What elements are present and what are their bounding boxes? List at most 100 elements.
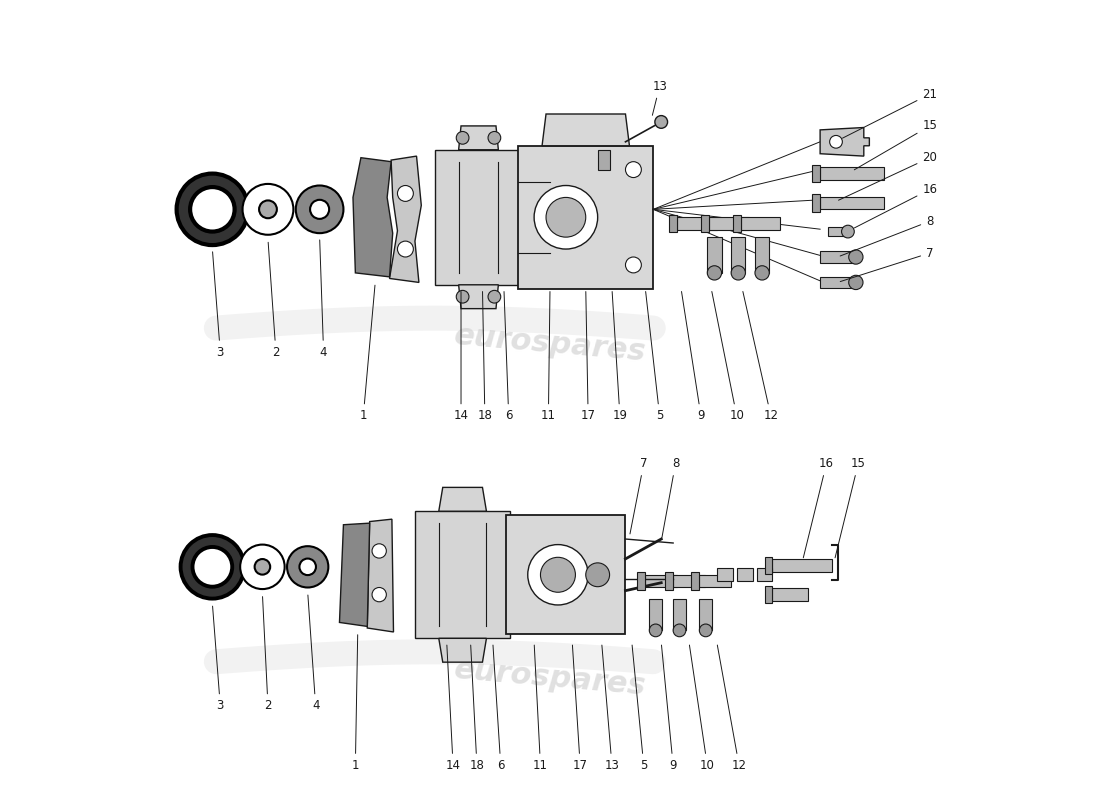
Bar xyxy=(692,572,700,590)
Text: 18: 18 xyxy=(470,645,484,772)
Circle shape xyxy=(488,290,501,303)
Text: 18: 18 xyxy=(477,291,493,422)
Text: 21: 21 xyxy=(843,88,937,138)
Bar xyxy=(772,588,808,601)
Circle shape xyxy=(540,558,575,592)
Text: 3: 3 xyxy=(212,606,224,712)
Polygon shape xyxy=(415,511,510,638)
Text: 6: 6 xyxy=(504,291,513,422)
Circle shape xyxy=(732,266,746,280)
Circle shape xyxy=(192,547,232,586)
Bar xyxy=(637,572,646,590)
Circle shape xyxy=(180,535,244,598)
Text: 13: 13 xyxy=(652,80,667,115)
Circle shape xyxy=(456,290,469,303)
Text: 17: 17 xyxy=(581,291,595,422)
Bar xyxy=(772,559,832,571)
Circle shape xyxy=(546,198,585,237)
Polygon shape xyxy=(389,156,421,282)
Text: 2: 2 xyxy=(268,242,279,359)
Bar xyxy=(821,251,856,262)
Circle shape xyxy=(707,266,722,280)
Text: 8: 8 xyxy=(662,457,679,538)
Circle shape xyxy=(488,131,501,144)
Bar xyxy=(828,227,848,236)
Circle shape xyxy=(397,186,414,202)
Bar xyxy=(700,574,732,587)
Circle shape xyxy=(649,624,662,637)
Text: 3: 3 xyxy=(212,252,224,359)
Bar xyxy=(673,598,686,630)
Bar xyxy=(707,237,722,273)
Bar xyxy=(678,218,717,230)
Polygon shape xyxy=(518,146,653,289)
Text: 2: 2 xyxy=(263,597,272,712)
Text: 10: 10 xyxy=(690,645,715,772)
Text: 4: 4 xyxy=(308,595,319,712)
Text: 9: 9 xyxy=(661,645,676,772)
Text: 17: 17 xyxy=(572,645,587,772)
Bar xyxy=(821,167,883,180)
Polygon shape xyxy=(340,523,370,626)
Circle shape xyxy=(842,226,855,238)
Bar xyxy=(812,194,821,212)
Polygon shape xyxy=(459,126,498,150)
Text: 4: 4 xyxy=(320,240,328,359)
Bar xyxy=(755,237,769,273)
Polygon shape xyxy=(353,158,393,277)
Polygon shape xyxy=(367,519,394,632)
Polygon shape xyxy=(439,487,486,511)
Circle shape xyxy=(626,162,641,178)
Bar xyxy=(812,165,821,182)
Polygon shape xyxy=(459,285,498,309)
Text: 13: 13 xyxy=(602,645,619,772)
Text: 7: 7 xyxy=(840,246,934,282)
Circle shape xyxy=(397,241,414,257)
Circle shape xyxy=(243,184,294,234)
Bar xyxy=(597,150,609,170)
Text: 11: 11 xyxy=(534,645,548,772)
Circle shape xyxy=(260,201,277,218)
Bar xyxy=(732,237,746,273)
Bar xyxy=(646,574,678,587)
Text: eurospares: eurospares xyxy=(453,322,647,367)
Circle shape xyxy=(829,135,843,148)
Circle shape xyxy=(456,131,469,144)
Circle shape xyxy=(755,266,769,280)
Text: 9: 9 xyxy=(682,291,705,422)
Circle shape xyxy=(372,587,386,602)
Text: 20: 20 xyxy=(838,151,937,200)
Circle shape xyxy=(700,624,712,637)
Text: 19: 19 xyxy=(612,291,627,422)
Text: 1: 1 xyxy=(352,634,359,772)
Polygon shape xyxy=(821,127,869,156)
Text: 12: 12 xyxy=(717,645,747,772)
Circle shape xyxy=(849,250,864,264)
Circle shape xyxy=(240,545,285,589)
Text: 5: 5 xyxy=(646,291,663,422)
Text: 14: 14 xyxy=(446,645,461,772)
Text: 16: 16 xyxy=(803,457,834,558)
Circle shape xyxy=(673,624,686,637)
Bar xyxy=(764,557,772,574)
Text: 11: 11 xyxy=(541,291,556,422)
Circle shape xyxy=(586,563,609,586)
Text: 6: 6 xyxy=(493,645,505,772)
Text: 7: 7 xyxy=(630,457,648,534)
Text: 14: 14 xyxy=(453,291,469,422)
Bar xyxy=(673,574,705,587)
Text: 5: 5 xyxy=(632,645,648,772)
Text: 1: 1 xyxy=(360,285,375,422)
Bar xyxy=(757,569,772,581)
Circle shape xyxy=(654,115,668,128)
Circle shape xyxy=(287,546,329,587)
Bar xyxy=(708,218,749,230)
Circle shape xyxy=(190,187,234,231)
Text: 16: 16 xyxy=(855,183,937,228)
Polygon shape xyxy=(434,150,522,285)
Polygon shape xyxy=(542,114,629,146)
Text: 15: 15 xyxy=(835,457,866,558)
Circle shape xyxy=(372,544,386,558)
Bar xyxy=(701,215,708,232)
Bar xyxy=(740,218,780,230)
